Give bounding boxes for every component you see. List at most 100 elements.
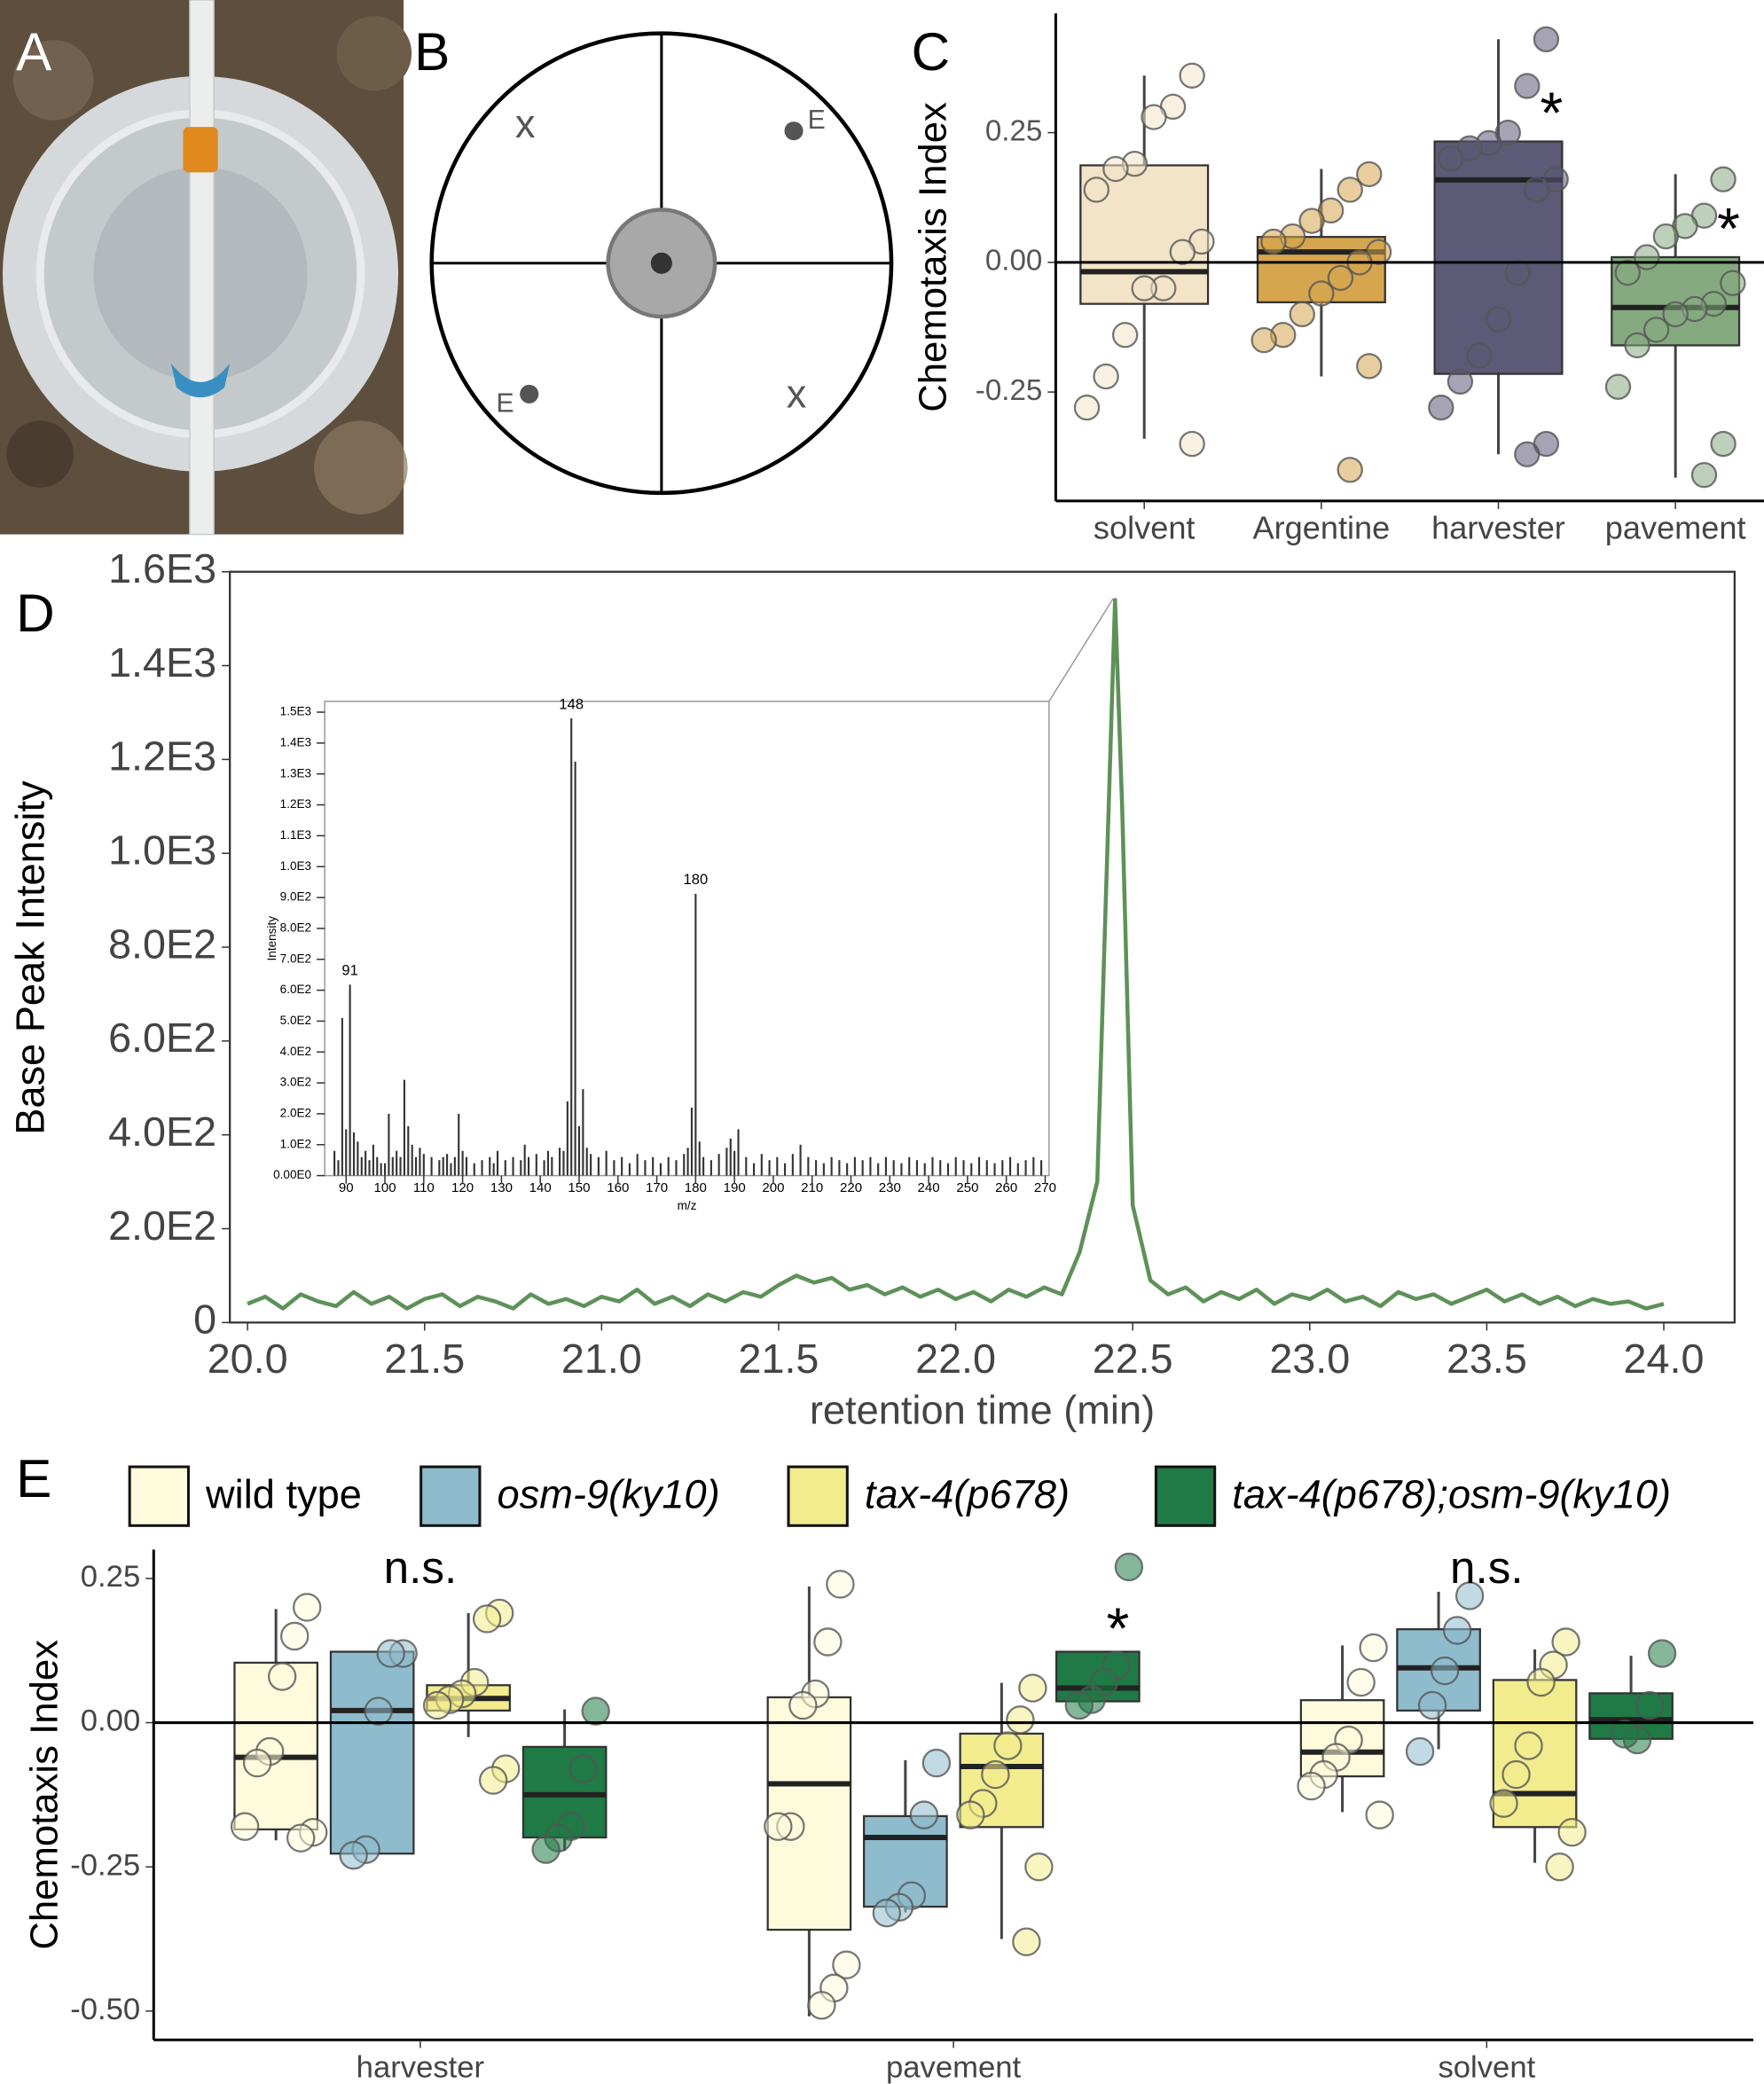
bar	[453, 1156, 456, 1176]
bar	[686, 1148, 689, 1176]
data-point	[981, 1759, 1010, 1790]
bar	[1040, 1160, 1043, 1176]
x-tick-label: 180	[685, 1180, 707, 1195]
x-tick-label: 21.5	[384, 1336, 465, 1382]
significance: n.s.	[1450, 1542, 1524, 1593]
data-point	[1466, 342, 1493, 369]
x-tick-label: Argentine	[1252, 510, 1390, 546]
bar	[710, 1160, 712, 1176]
data-point	[1064, 1690, 1094, 1720]
x-tick-label: 120	[451, 1180, 474, 1195]
arena-diagram: x E E x	[429, 31, 894, 496]
bar	[365, 1150, 367, 1176]
bar	[652, 1156, 655, 1176]
y-tick-label: 5.0E2	[280, 1014, 311, 1027]
data-point	[1489, 1789, 1518, 1818]
bar	[566, 1101, 568, 1176]
bar	[577, 1125, 581, 1176]
data-point	[956, 1800, 985, 1829]
bar	[659, 1163, 662, 1176]
data-point	[1327, 264, 1354, 292]
bar	[391, 1156, 394, 1176]
y-tick-label: 4.0E2	[108, 1109, 216, 1155]
bar	[694, 893, 697, 1176]
bar	[438, 1160, 441, 1176]
y-tick-label: -0.50	[70, 1993, 140, 2026]
legend-swatch	[419, 1465, 482, 1527]
data-point	[292, 1593, 322, 1622]
legend-swatch	[787, 1465, 849, 1527]
data-point	[1526, 1667, 1556, 1697]
x-tick-label: 110	[413, 1180, 435, 1195]
inset-connector	[1048, 598, 1114, 702]
data-point	[1297, 1771, 1326, 1801]
y-tick-label: 1.6E3	[108, 545, 216, 592]
data-point	[1093, 363, 1119, 390]
data-point	[1308, 280, 1335, 307]
bar	[399, 1156, 402, 1176]
data-point	[581, 1696, 610, 1726]
bar	[962, 1160, 965, 1176]
bar	[717, 1154, 720, 1176]
x-tick-label: 21.0	[561, 1336, 642, 1382]
bar	[582, 1089, 584, 1176]
data-point	[1006, 1705, 1035, 1735]
data-point	[788, 1690, 818, 1720]
data-point	[267, 1662, 297, 1691]
data-point	[376, 1639, 405, 1668]
bar	[535, 1154, 537, 1176]
x-axis-title: retention time (min)	[810, 1388, 1155, 1433]
bar	[776, 1156, 779, 1176]
bar	[1016, 1163, 1019, 1176]
x-tick-label: 100	[373, 1180, 396, 1195]
bar	[407, 1125, 410, 1176]
data-point	[242, 1748, 272, 1778]
bar	[815, 1160, 818, 1176]
data-point	[1114, 1552, 1144, 1582]
data-point	[1504, 259, 1531, 286]
bar	[523, 1144, 526, 1176]
bar	[923, 1163, 926, 1176]
bar	[690, 1107, 694, 1176]
x-tick-label: 90	[339, 1180, 354, 1195]
data-point	[1514, 73, 1541, 99]
bar	[853, 1156, 856, 1176]
panel-label: A	[16, 21, 52, 82]
x-tick-label: 210	[801, 1180, 823, 1195]
bar	[458, 1113, 460, 1176]
data-point	[1604, 373, 1632, 400]
x-tick-label: 250	[956, 1180, 978, 1195]
y-tick-label: 2.0E2	[280, 1107, 311, 1120]
box	[329, 1650, 415, 1855]
data-point	[832, 1950, 861, 1979]
data-point	[1545, 1852, 1574, 1882]
y-tick-label: 8.0E2	[108, 921, 216, 967]
data-point	[764, 1812, 793, 1841]
bar	[737, 1129, 740, 1176]
bar	[403, 1079, 405, 1176]
bar	[900, 1163, 903, 1176]
x-tick-label: 23.0	[1269, 1336, 1350, 1382]
bar	[512, 1156, 514, 1176]
data-point	[1635, 1690, 1665, 1720]
bar	[419, 1148, 421, 1176]
data-point	[1356, 161, 1383, 188]
y-tick-label: 1.4E3	[108, 639, 216, 686]
bar	[985, 1160, 988, 1176]
data-point	[1179, 62, 1205, 89]
bar	[799, 1144, 802, 1176]
bar	[752, 1163, 756, 1176]
bar	[745, 1156, 748, 1176]
bar	[504, 1160, 506, 1176]
significance: *	[1717, 196, 1740, 262]
x-tick-label: solvent	[1094, 510, 1196, 546]
y-tick-label: -0.25	[70, 1848, 140, 1882]
data-point	[1430, 1656, 1460, 1686]
bar	[725, 1148, 728, 1176]
y-tick-label: 0.00	[985, 245, 1042, 278]
significance: *	[1107, 1596, 1130, 1662]
bar	[729, 1138, 732, 1176]
bar	[570, 718, 573, 1176]
diagram-label: x	[787, 371, 807, 416]
